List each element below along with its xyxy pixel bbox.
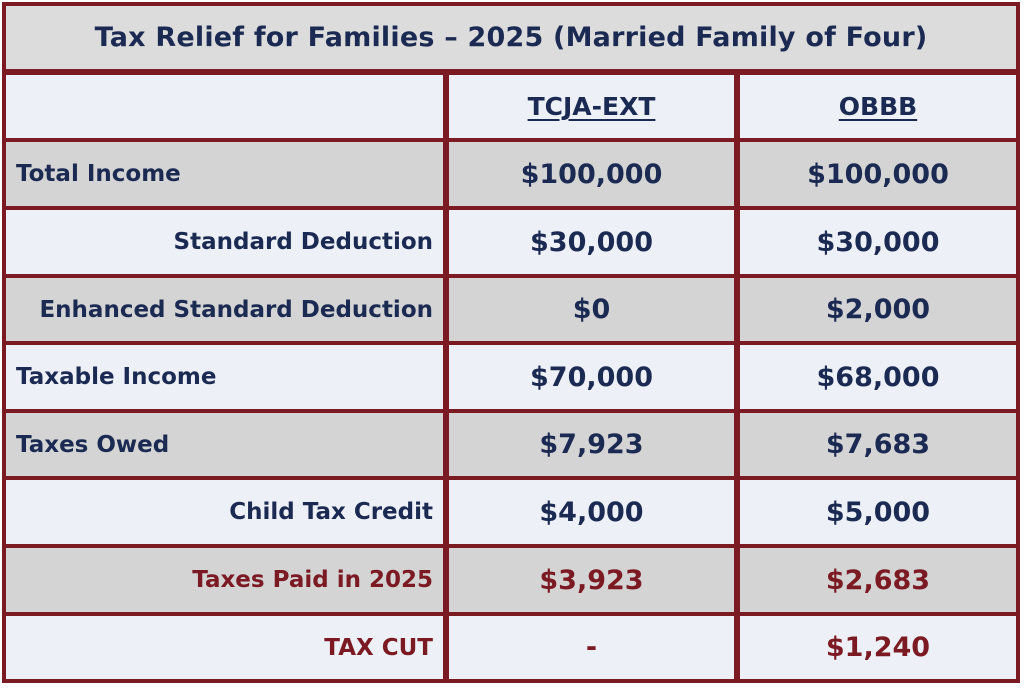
header-empty-cell: [6, 75, 443, 138]
obbb-value: $2,683: [740, 548, 1016, 612]
tcja-value: $30,000: [449, 210, 734, 274]
header-tcja-ext: TCJA-EXT: [449, 75, 734, 138]
tcja-value: $7,923: [449, 413, 734, 476]
table-title: Tax Relief for Families – 2025 (Married …: [6, 6, 1016, 69]
table-row: Enhanced Standard Deduction $0 $2,000: [6, 278, 1016, 341]
table-row: Standard Deduction $30,000 $30,000: [6, 210, 1016, 274]
table-row: Child Tax Credit $4,000 $5,000: [6, 480, 1016, 544]
obbb-value: $30,000: [740, 210, 1016, 274]
row-label: Total Income: [6, 142, 443, 206]
tcja-value: $70,000: [449, 345, 734, 409]
table-row: Taxes Paid in 2025 $3,923 $2,683: [6, 548, 1016, 612]
obbb-value: $68,000: [740, 345, 1016, 409]
row-label: Standard Deduction: [6, 210, 443, 274]
table-row: Taxes Owed $7,923 $7,683: [6, 413, 1016, 476]
obbb-value: $1,240: [740, 616, 1016, 679]
row-label: TAX CUT: [6, 616, 443, 679]
tcja-value: -: [449, 616, 734, 679]
obbb-value: $2,000: [740, 278, 1016, 341]
table-row: Taxable Income $70,000 $68,000: [6, 345, 1016, 409]
tcja-value: $4,000: [449, 480, 734, 544]
table-row: Total Income $100,000 $100,000: [6, 142, 1016, 206]
obbb-value: $5,000: [740, 480, 1016, 544]
header-obbb: OBBB: [740, 75, 1016, 138]
row-label: Taxable Income: [6, 345, 443, 409]
tcja-value: $100,000: [449, 142, 734, 206]
obbb-value: $100,000: [740, 142, 1016, 206]
row-label: Taxes Owed: [6, 413, 443, 476]
obbb-value: $7,683: [740, 413, 1016, 476]
row-label: Taxes Paid in 2025: [6, 548, 443, 612]
tcja-value: $3,923: [449, 548, 734, 612]
row-label: Child Tax Credit: [6, 480, 443, 544]
row-label: Enhanced Standard Deduction: [6, 278, 443, 341]
tcja-value: $0: [449, 278, 734, 341]
table-row: TAX CUT - $1,240: [6, 616, 1016, 679]
header-row: TCJA-EXT OBBB: [6, 75, 1016, 138]
